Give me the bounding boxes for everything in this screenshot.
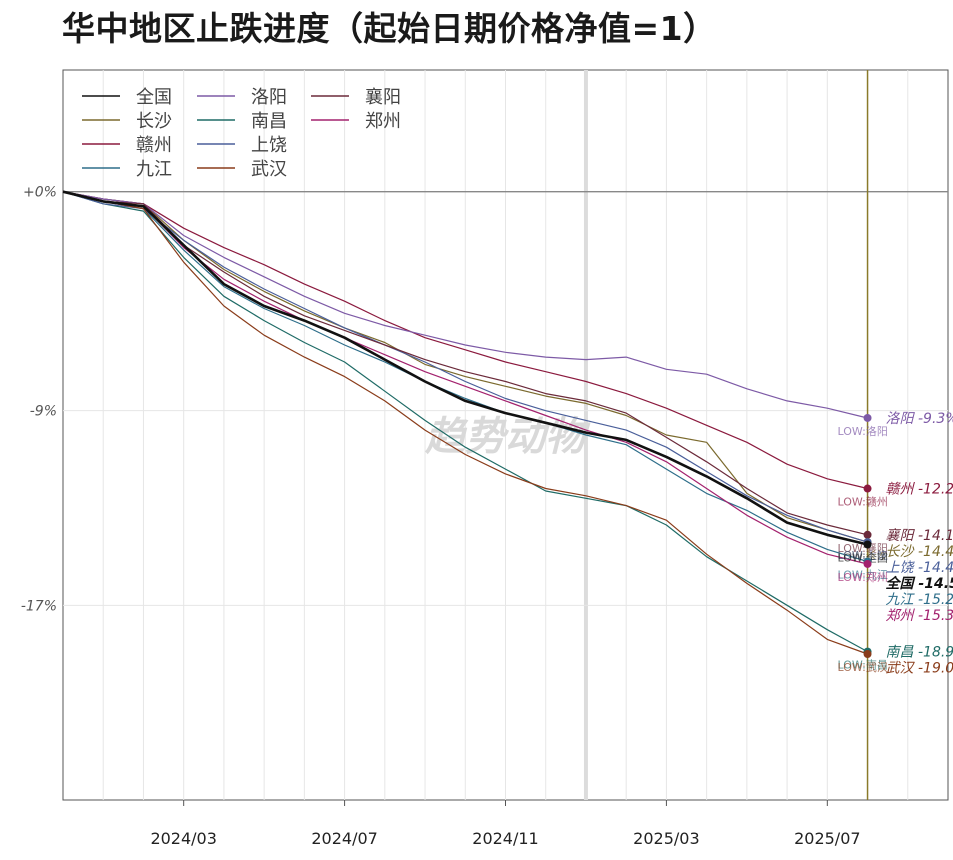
low-marker-郑州: LOW:郑州 (838, 570, 888, 584)
legend-item: 襄阳 (365, 87, 401, 108)
series-line-全国 (62, 190, 868, 546)
low-marker-九江: LOW:九江 (838, 569, 888, 582)
series-line-长沙 (62, 191, 868, 543)
end-point-赣州 (863, 484, 872, 493)
low-marker-襄阳: LOW:襄阳 (838, 541, 888, 555)
series-line-洛阳 (62, 191, 868, 419)
end-point-襄阳 (863, 530, 872, 539)
legend-item: 郑州 (365, 111, 401, 132)
legend-item: 上饶 (251, 135, 287, 156)
end-label-赣州: 赣州 -12.2% (886, 482, 953, 498)
y-tick-label: -9% (30, 404, 57, 420)
chart-title: 华中地区止跌进度（起始日期价格净值=1） (62, 9, 717, 48)
end-label-上饶: 上饶 -14.4% (886, 560, 953, 576)
legend-item: 南昌 (251, 111, 287, 132)
end-label-襄阳: 襄阳 -14.1% (886, 528, 953, 544)
legend-item: 赣州 (136, 135, 172, 156)
x-tick-label: 2025/07 (794, 829, 860, 848)
series-line-九江 (62, 191, 868, 563)
end-point-郑州 (863, 559, 872, 568)
end-point-全国 (863, 540, 872, 549)
end-label-全国: 全国 -14.5% (886, 575, 953, 592)
low-marker-洛阳: LOW:洛阳 (838, 424, 888, 438)
legend-item: 九江 (136, 159, 172, 180)
series-line-襄阳 (62, 191, 868, 536)
end-point-武汉 (863, 650, 872, 658)
low-marker-赣州: LOW:赣州 (838, 495, 888, 509)
end-label-郑州: 郑州 -15.3% (886, 608, 953, 624)
end-label-九江: 九江 -15.2% (886, 592, 953, 608)
x-tick-label: 2024/11 (472, 829, 538, 848)
y-tick-label: -17% (21, 598, 57, 614)
low-marker-全国: LOW:全国 (838, 551, 888, 565)
series-line-上饶 (62, 191, 868, 543)
x-tick-label: 2024/03 (150, 829, 216, 848)
end-label-洛阳: 洛阳 -9.3% (886, 411, 953, 427)
end-label-武汉: 武汉 -19.0% (886, 661, 953, 677)
legend-item: 长沙 (136, 111, 172, 132)
x-tick-label: 2024/07 (311, 829, 377, 848)
x-tick-label: 2025/03 (633, 829, 699, 848)
legend-item: 洛阳 (251, 87, 287, 108)
legend-item: 全国 (136, 87, 172, 108)
series-line-南昌 (62, 191, 868, 653)
low-marker-长沙: LOW:长沙 (838, 549, 888, 562)
low-marker-上饶: LOW:上饶 (838, 549, 888, 562)
end-label-南昌: 南昌 -18.9% (886, 645, 953, 661)
low-marker-武汉: LOW:武汉 (838, 661, 888, 674)
y-tick-label: +0% (23, 185, 57, 201)
low-marker-南昌: LOW:南昌 (838, 659, 888, 672)
series-line-武汉 (62, 191, 868, 655)
end-label-长沙: 长沙 -14.4% (886, 544, 953, 560)
legend-item: 武汉 (251, 159, 287, 180)
end-point-洛阳 (863, 413, 872, 422)
series-line-赣州 (62, 191, 868, 490)
